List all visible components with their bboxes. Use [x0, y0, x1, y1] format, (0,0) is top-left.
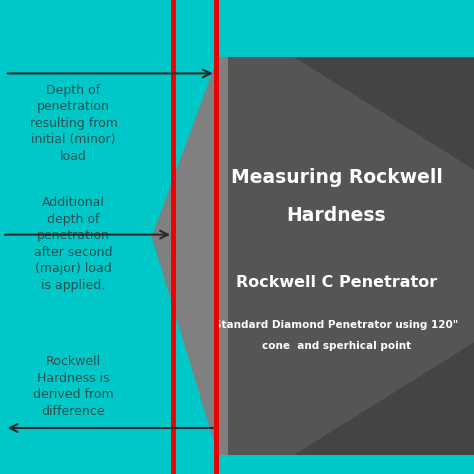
Polygon shape [152, 57, 474, 455]
Text: Measuring Rockwell: Measuring Rockwell [231, 168, 442, 187]
Text: Depth of
penetration
resulting from
initial (minor)
load: Depth of penetration resulting from init… [29, 84, 118, 163]
Polygon shape [294, 57, 474, 175]
Text: Additional
depth of
penetration
after second
(major) load
is applied.: Additional depth of penetration after se… [34, 196, 113, 292]
Text: Standard Diamond Penetrator using 120": Standard Diamond Penetrator using 120" [214, 319, 459, 330]
Text: Hardness: Hardness [287, 206, 386, 225]
Text: Rockwell
Hardness is
derived from
difference: Rockwell Hardness is derived from differ… [33, 355, 114, 418]
Polygon shape [294, 337, 474, 455]
Text: cone  and sperhical point: cone and sperhical point [262, 341, 411, 351]
Text: Rockwell C Penetrator: Rockwell C Penetrator [236, 274, 437, 290]
Polygon shape [228, 57, 474, 455]
